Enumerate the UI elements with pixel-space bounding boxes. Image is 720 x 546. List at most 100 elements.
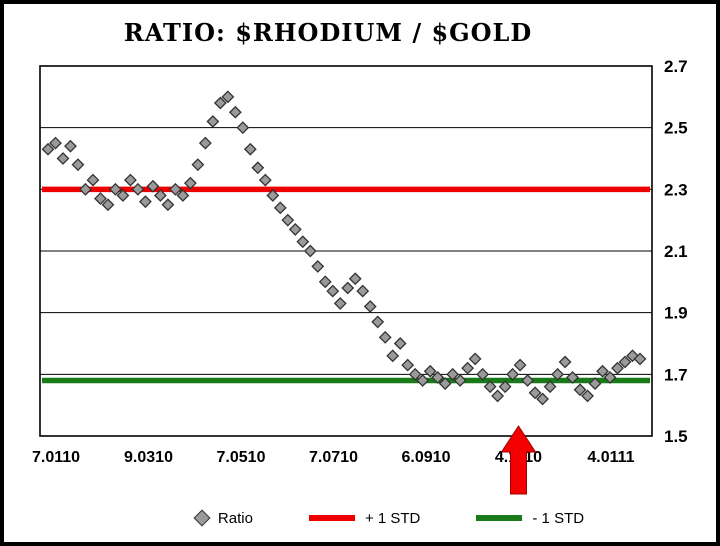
ratio-point: [116, 189, 130, 202]
ratio-point: [86, 173, 100, 187]
ratio-point: [146, 179, 160, 193]
ratio-point: [386, 349, 400, 363]
ratio-point: [213, 96, 227, 110]
ratio-point: [288, 222, 302, 236]
x-tick-label: 4.0111: [587, 449, 634, 466]
legend-label-plus-std: + 1 STD: [364, 509, 421, 527]
ratio-point: [461, 361, 475, 375]
ratio-point: [596, 364, 609, 378]
ratio-point: [161, 198, 175, 212]
ratio-point: [94, 192, 107, 206]
ratio-point: [326, 284, 340, 298]
chart-legend: Ratio + 1 STD - 1 STD: [64, 498, 716, 538]
ratio-point: [506, 367, 520, 381]
ratio-point: [408, 367, 422, 381]
ratio-point: [363, 300, 377, 313]
ratio-point: [603, 370, 617, 384]
green-line-marker-icon: [476, 515, 523, 521]
legend-label-ratio: Ratio: [217, 509, 253, 527]
ratio-point: [168, 182, 182, 196]
chart-title: RATIO: $RHODIUM / $GOLD: [123, 18, 533, 47]
legend-item-minus-std: - 1 STD: [476, 510, 584, 527]
ratio-point: [416, 374, 430, 387]
ratio-point: [124, 173, 137, 187]
ratio-point: [109, 182, 122, 196]
legend-item-plus-std: + 1 STD: [308, 509, 421, 527]
ratio-point: [453, 374, 467, 387]
ratio-point: [536, 392, 550, 406]
legend-label-minus-std: - 1 STD: [532, 509, 585, 527]
y-tick-label: 2.3: [664, 180, 688, 199]
ratio-point: [56, 152, 70, 165]
y-tick-label: 1.5: [664, 427, 688, 446]
ratio-point: [513, 358, 527, 372]
ratio-point: [153, 189, 167, 202]
ratio-point: [311, 259, 325, 273]
ratio-point: [551, 367, 564, 381]
red-line-marker-icon: [308, 515, 355, 521]
ratio-point: [243, 142, 257, 156]
ratio-point: [431, 370, 445, 384]
ratio-point: [296, 235, 310, 249]
y-tick-label: 1.7: [664, 365, 688, 384]
ratio-point: [236, 121, 250, 135]
ratio-point: [228, 105, 242, 119]
ratio-point: [393, 337, 407, 350]
diamond-marker-icon: [193, 509, 211, 527]
ratio-point: [198, 136, 212, 150]
ratio-point: [221, 90, 235, 104]
ratio-point: [371, 315, 385, 329]
ratio-point: [401, 358, 415, 372]
x-tick-label: 7.0110: [32, 449, 80, 466]
ratio-point: [333, 296, 347, 310]
ratio-point: [303, 244, 317, 258]
ratio-point: [348, 272, 362, 286]
ratio-point: [438, 377, 452, 391]
ratio-point: [191, 158, 205, 172]
ratio-point: [64, 139, 77, 153]
ratio-point: [573, 383, 587, 397]
ratio-point: [528, 386, 542, 400]
ratio-point: [273, 201, 287, 215]
ratio-point: [618, 355, 632, 369]
ratio-point: [176, 189, 190, 202]
y-tick-label: 2.1: [664, 242, 688, 261]
plot-border: [39, 65, 653, 437]
ratio-point: [79, 182, 92, 196]
ratio-point: [423, 364, 437, 378]
ratio-point: [588, 377, 602, 391]
y-tick-label: 2.7: [664, 57, 688, 76]
x-tick-label: 9.0310: [124, 449, 173, 466]
y-tick-label: 2.5: [664, 119, 688, 138]
ratio-point: [206, 115, 220, 128]
ratio-point: [41, 142, 55, 156]
y-tick-label: 1.9: [664, 304, 688, 323]
ratio-point: [498, 380, 512, 394]
legend-item-ratio: Ratio: [193, 509, 253, 527]
ratio-point: [543, 380, 557, 394]
ratio-scatter-chart: 7.01109.03107.05107.07106.09104.11104.01…: [32, 57, 688, 495]
ratio-point: [318, 275, 332, 289]
ratio-point: [491, 389, 505, 403]
ratio-point: [131, 182, 145, 196]
ratio-point: [183, 176, 197, 190]
ratio-point: [581, 389, 594, 403]
ratio-point: [378, 330, 392, 344]
ratio-point: [258, 173, 272, 187]
ratio-point: [138, 195, 152, 209]
ratio-point: [71, 158, 85, 172]
x-tick-label: 7.0510: [217, 449, 266, 466]
ratio-point: [468, 352, 482, 366]
ratio-point: [341, 281, 355, 295]
ratio-point: [611, 361, 624, 375]
ratio-point: [633, 352, 647, 366]
ratio-point: [251, 161, 265, 175]
ratio-point: [476, 367, 490, 381]
ratio-point: [101, 198, 115, 212]
ratio-point: [49, 136, 62, 150]
ratio-point: [281, 213, 295, 227]
ratio-point: [566, 370, 579, 384]
x-tick-label: 6.0910: [402, 449, 451, 466]
ratio-point: [521, 374, 535, 387]
